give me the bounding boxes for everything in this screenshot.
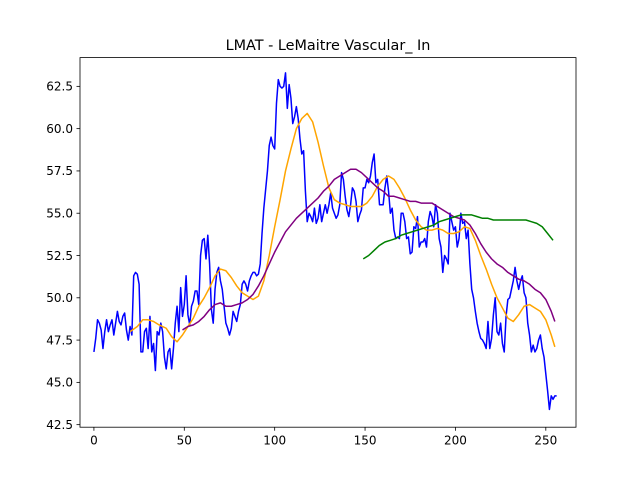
y-tick-label: 57.5 xyxy=(46,164,73,178)
y-tick-label: 62.5 xyxy=(46,80,73,94)
series-line-2 xyxy=(129,112,556,348)
chart-title: LMAT - LeMaitre Vascular_ In xyxy=(226,38,431,54)
x-tick-label: 150 xyxy=(354,434,377,448)
x-axis: 0 50 100 150 200 250 xyxy=(90,427,557,448)
x-tick-label: 50 xyxy=(177,434,192,448)
series-line-3 xyxy=(182,168,556,331)
series-layer xyxy=(93,72,557,411)
plot-frame xyxy=(79,57,577,428)
y-tick-label: 52.5 xyxy=(46,249,73,263)
y-tick-label: 45.0 xyxy=(46,376,73,390)
series-line-1 xyxy=(93,72,557,411)
y-tick-label: 60.0 xyxy=(46,122,73,136)
series-line-4 xyxy=(362,214,554,260)
x-tick-label: 100 xyxy=(263,434,286,448)
x-tick-label: 200 xyxy=(444,434,467,448)
y-tick-label: 47.5 xyxy=(46,333,73,347)
y-axis: 42.5 45.0 47.5 50.0 52.5 55.0 57.5 60.0 62.5 xyxy=(46,80,80,432)
y-tick-label: 55.0 xyxy=(46,207,73,221)
y-tick-label: 42.5 xyxy=(46,418,73,432)
y-tick-label: 50.0 xyxy=(46,291,73,305)
x-tick-label: 250 xyxy=(534,434,557,448)
x-tick-label: 0 xyxy=(90,434,98,448)
